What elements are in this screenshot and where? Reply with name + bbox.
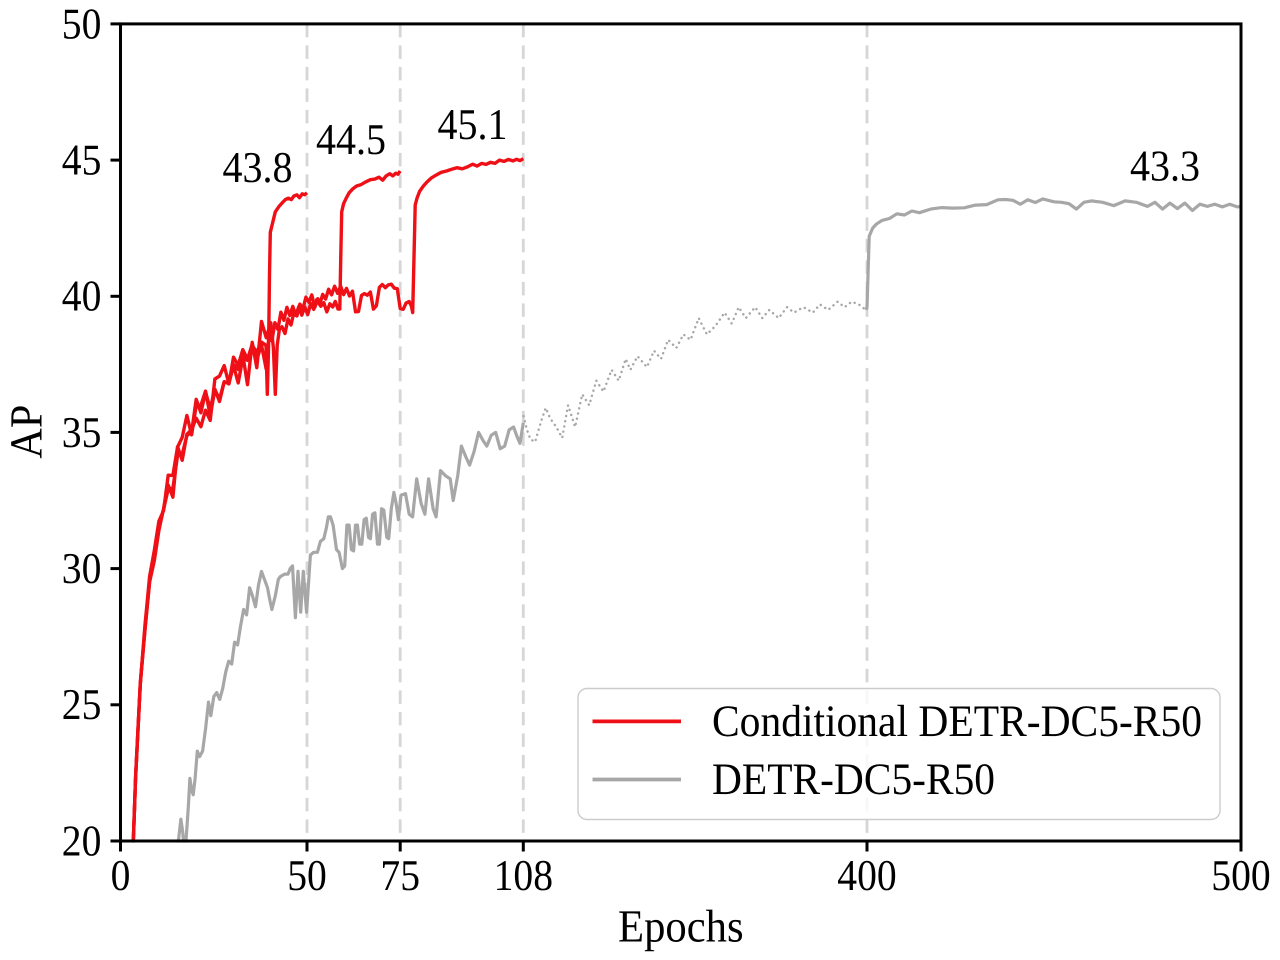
svg-text:20: 20 bbox=[62, 816, 102, 865]
svg-text:500: 500 bbox=[1211, 851, 1270, 900]
svg-text:50: 50 bbox=[62, 0, 102, 48]
svg-text:400: 400 bbox=[837, 851, 896, 900]
svg-text:30: 30 bbox=[62, 544, 102, 593]
svg-text:Conditional DETR-DC5-R50: Conditional DETR-DC5-R50 bbox=[712, 696, 1202, 746]
svg-text:DETR-DC5-R50: DETR-DC5-R50 bbox=[712, 754, 995, 804]
svg-text:AP: AP bbox=[1, 405, 52, 459]
svg-text:45: 45 bbox=[62, 136, 102, 185]
svg-text:44.5: 44.5 bbox=[316, 115, 386, 164]
svg-text:0: 0 bbox=[111, 851, 131, 900]
svg-text:45.1: 45.1 bbox=[438, 100, 508, 149]
svg-text:25: 25 bbox=[62, 680, 102, 729]
svg-text:35: 35 bbox=[62, 408, 102, 457]
svg-text:43.3: 43.3 bbox=[1130, 142, 1200, 191]
svg-text:75: 75 bbox=[380, 851, 420, 900]
svg-text:43.8: 43.8 bbox=[223, 143, 293, 192]
svg-text:40: 40 bbox=[62, 272, 102, 321]
svg-text:Epochs: Epochs bbox=[618, 900, 744, 951]
svg-text:50: 50 bbox=[287, 851, 327, 900]
svg-text:108: 108 bbox=[494, 851, 553, 900]
